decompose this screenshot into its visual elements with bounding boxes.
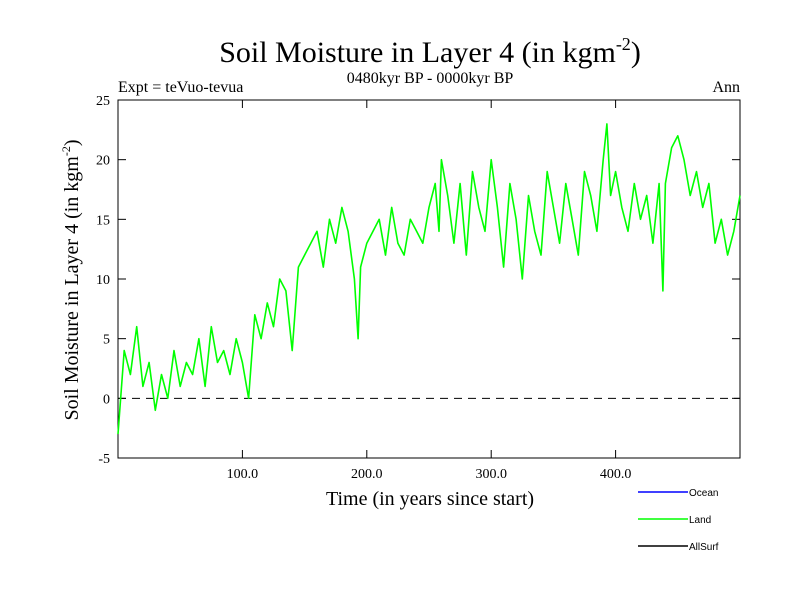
y-tick-label: 10 [96, 273, 110, 288]
legend-label-land: Land [689, 515, 711, 526]
series-line-land [117, 123, 741, 435]
y-axis-label-sup: -2 [59, 146, 73, 156]
x-tick-label: 300.0 [475, 467, 507, 482]
legend: Ocean Land AllSurf [638, 488, 719, 553]
y-axis-label-close: ) [61, 139, 83, 146]
chart-title-main: Soil Moisture in Layer 4 (in kgm [219, 36, 616, 69]
chart-title-close: ) [631, 36, 641, 69]
data-series [117, 123, 741, 435]
y-axis-label-main: Soil Moisture in Layer 4 (in kgm [61, 156, 83, 421]
season-label: Ann [712, 79, 740, 96]
y-tick-label: 15 [96, 213, 110, 228]
x-tick-label: 200.0 [351, 467, 383, 482]
y-tick-label: 0 [103, 392, 110, 407]
x-tick-label: 400.0 [600, 467, 632, 482]
x-axis-label: Time (in years since start) [326, 488, 534, 510]
y-axis-label: Soil Moisture in Layer 4 (in kgm-2) [59, 139, 83, 420]
y-tick-label: -5 [98, 452, 110, 467]
plot-frame [117, 99, 741, 459]
legend-label-allsurf: AllSurf [689, 542, 719, 553]
chart-title: Soil Moisture in Layer 4 (in kgm-2) [219, 34, 641, 69]
x-tick-label: 100.0 [227, 467, 259, 482]
y-tick-label: 20 [96, 154, 110, 169]
y-tick-label: 25 [96, 94, 110, 109]
y-tick-label: 5 [103, 333, 110, 348]
chart-title-sup: -2 [616, 34, 631, 54]
period-label: 0480kyr BP - 0000kyr BP [347, 70, 514, 87]
legend-label-ocean: Ocean [689, 488, 718, 499]
experiment-label: Expt = teVuo-tevua [118, 79, 243, 96]
axis-ticks: -5 0 5 10 15 20 25 100.0 200.0 300.0 400.0 [96, 94, 740, 482]
